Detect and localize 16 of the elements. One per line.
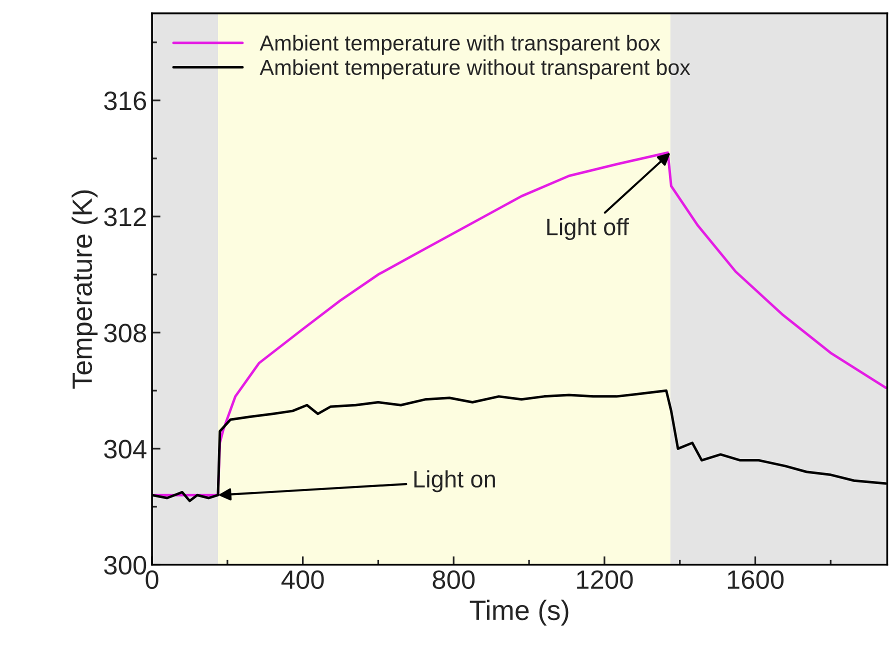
annotation: Light off xyxy=(547,218,629,240)
y-tick-label: 316 xyxy=(104,92,146,110)
x-axis-title: Time (s) xyxy=(470,600,568,626)
y-tick-label: 300 xyxy=(104,556,146,575)
y-tick-label: 312 xyxy=(104,208,146,226)
x-tick-label: 1600 xyxy=(728,570,784,590)
x-tick-label: 400 xyxy=(281,570,324,590)
y-tick-label: 304 xyxy=(104,440,146,458)
legend-label: Ambient temperature with transparent box xyxy=(260,34,660,55)
y-tick-label: 308 xyxy=(104,324,146,342)
annotation: Light on xyxy=(414,470,495,492)
x-tick-label: 1200 xyxy=(577,570,633,590)
x-tick-label: 0 xyxy=(146,570,158,590)
legend-label: Ambient temperature without transparent box xyxy=(260,59,690,80)
y-axis-title: Temperature (K) xyxy=(72,190,98,389)
x-tick-label: 800 xyxy=(432,570,475,590)
